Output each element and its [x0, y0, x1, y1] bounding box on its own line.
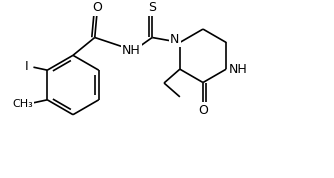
Text: N: N — [170, 33, 180, 46]
Text: O: O — [92, 1, 102, 14]
Text: NH: NH — [122, 44, 141, 57]
Text: I: I — [25, 60, 28, 73]
Text: NH: NH — [229, 63, 247, 76]
Text: CH₃: CH₃ — [12, 99, 33, 109]
Text: O: O — [198, 104, 208, 117]
Text: S: S — [148, 1, 156, 14]
